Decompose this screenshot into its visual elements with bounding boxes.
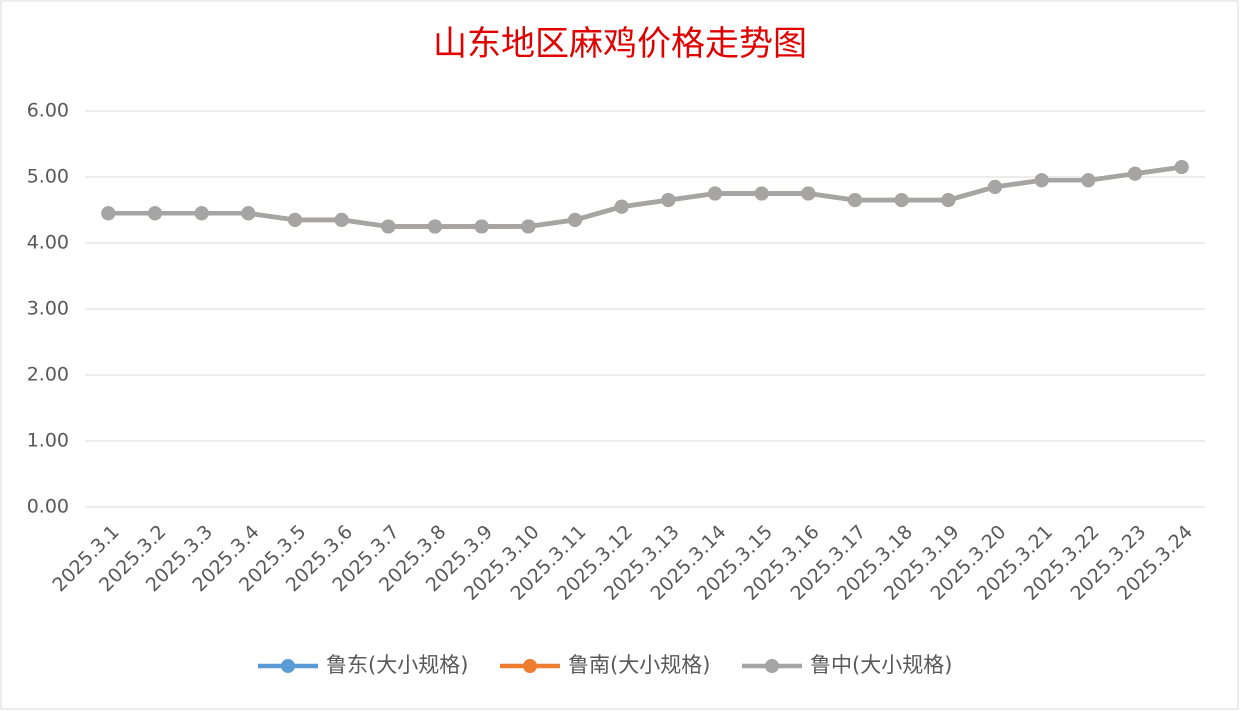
data-point — [474, 219, 489, 234]
data-point — [941, 193, 956, 208]
data-point — [801, 186, 816, 201]
data-point — [428, 219, 442, 234]
legend-marker — [765, 659, 779, 673]
data-point — [1081, 173, 1096, 188]
legend-marker — [523, 659, 537, 673]
data-point — [661, 193, 676, 208]
data-point — [1034, 173, 1049, 188]
data-point — [241, 206, 256, 221]
series-line — [108, 164, 1182, 229]
data-point — [101, 206, 116, 221]
legend-label: 鲁中(大小规格) — [810, 653, 952, 677]
data-point — [614, 199, 629, 214]
data-point — [148, 206, 162, 221]
data-point — [1128, 166, 1142, 181]
data-point — [894, 193, 909, 208]
data-point — [334, 212, 349, 227]
y-tick-label: 2.00 — [27, 364, 69, 386]
legend-marker — [281, 659, 295, 673]
legend-label: 鲁东(大小规格) — [326, 653, 468, 677]
data-point — [988, 179, 1002, 194]
data-point — [848, 193, 862, 208]
y-tick-label: 6.00 — [27, 100, 69, 122]
data-point — [1174, 160, 1189, 175]
data-point — [754, 186, 769, 201]
y-tick-label: 0.00 — [27, 496, 69, 518]
data-point — [708, 186, 722, 201]
y-tick-label: 3.00 — [27, 298, 69, 320]
chart-title: 山东地区麻鸡价格走势图 — [433, 24, 807, 64]
y-tick-label: 5.00 — [27, 166, 69, 188]
legend-label: 鲁南(大小规格) — [568, 653, 710, 677]
data-point — [288, 212, 302, 227]
y-tick-label: 1.00 — [27, 430, 69, 452]
data-point — [521, 219, 536, 234]
data-point — [194, 206, 209, 221]
data-point — [568, 212, 582, 227]
data-point — [381, 219, 396, 234]
y-tick-label: 4.00 — [27, 232, 69, 254]
